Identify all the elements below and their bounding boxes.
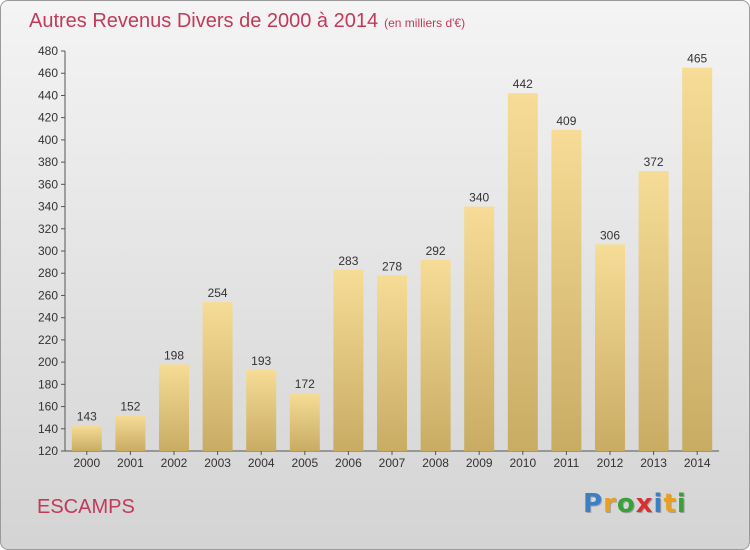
- x-tick-label: 2011: [553, 456, 579, 470]
- x-tick-label: 2006: [335, 456, 362, 470]
- x-tick-label: 2013: [640, 456, 667, 470]
- y-tick-label: 180: [38, 377, 58, 391]
- logo-letter: P: [583, 489, 604, 519]
- bar: [289, 393, 320, 451]
- logo-letter: i: [676, 489, 687, 519]
- bars: 143 152 198 254 193 172 283 278 292 340 442 409 306 3…: [71, 52, 713, 452]
- bar-value-label: 306: [600, 228, 620, 242]
- bar: [551, 129, 582, 451]
- bar: [115, 415, 146, 451]
- y-tick-label: 260: [38, 288, 58, 302]
- bar-value-label: 193: [251, 354, 271, 368]
- y-tick-label: 340: [38, 200, 58, 214]
- bar-value-label: 292: [426, 244, 446, 258]
- x-tick-label: 2000: [73, 456, 100, 470]
- proxiti-logo[interactable]: Proxiti: [583, 489, 687, 519]
- bar-value-label: 340: [469, 191, 489, 205]
- x-tick-label: 2010: [509, 456, 536, 470]
- bar: [507, 93, 538, 451]
- y-tick-label: 240: [38, 311, 58, 325]
- bar-value-label: 409: [556, 114, 576, 128]
- bar: [377, 275, 407, 451]
- bar-value-label: 198: [164, 348, 184, 362]
- bar-value-label: 152: [120, 399, 140, 413]
- y-tick-label: 360: [38, 177, 58, 191]
- bar: [71, 425, 102, 451]
- location-name: ESCAMPS: [37, 496, 135, 518]
- x-tick-label: 2008: [422, 456, 449, 470]
- bar-value-label: 143: [77, 409, 97, 423]
- y-tick-label: 120: [38, 444, 58, 458]
- x-tick-label: 2007: [379, 456, 406, 470]
- x-tick-label: 2003: [204, 456, 231, 470]
- x-tick-label: 2001: [117, 456, 144, 470]
- y-tick-label: 140: [38, 422, 58, 436]
- y-tick-label: 460: [38, 66, 58, 80]
- logo-letter: r: [603, 489, 617, 519]
- y-tick-label: 440: [38, 88, 58, 102]
- x-tick-label: 2014: [684, 456, 711, 470]
- title-unit: (en milliers d'€): [384, 16, 466, 30]
- bar-value-label: 254: [208, 286, 228, 300]
- y-tick-label: 320: [38, 222, 58, 236]
- x-tick-label: 2004: [248, 456, 275, 470]
- bar: [638, 171, 669, 451]
- bar: [595, 244, 625, 451]
- x-tick-label: 2002: [161, 456, 188, 470]
- x-tick-label: 2009: [466, 456, 493, 470]
- bar-value-label: 442: [513, 77, 533, 91]
- bar: [159, 364, 189, 451]
- y-tick-label: 400: [38, 133, 58, 147]
- logo-letter: t: [663, 489, 677, 519]
- y-tick-label: 480: [38, 44, 58, 58]
- logo-letter: x: [635, 489, 654, 519]
- logo-letter: o: [616, 489, 636, 519]
- y-tick-label: 280: [38, 266, 58, 280]
- bar-value-label: 283: [338, 254, 358, 268]
- logo-letter: i: [653, 489, 664, 519]
- y-tick-label: 420: [38, 111, 58, 125]
- bar: [202, 302, 233, 451]
- bar: [333, 269, 364, 451]
- y-tick-label: 220: [38, 333, 58, 347]
- x-tick-label: 2005: [291, 456, 318, 470]
- bar-value-label: 465: [687, 52, 707, 66]
- bar-value-label: 172: [295, 377, 315, 391]
- title-text: Autres Revenus Divers de 2000 à 2014: [29, 10, 379, 32]
- bar: [464, 206, 495, 451]
- y-tick-label: 380: [38, 155, 58, 169]
- bar-value-label: 278: [382, 259, 402, 273]
- y-tick-label: 200: [38, 355, 58, 369]
- bar-value-label: 372: [644, 155, 664, 169]
- y-tick-label: 160: [38, 400, 58, 414]
- bar: [682, 67, 713, 452]
- x-tick-label: 2012: [597, 456, 624, 470]
- chart-title: Autres Revenus Divers de 2000 à 2014 (en …: [29, 10, 465, 33]
- bar: [246, 369, 277, 451]
- y-tick-label: 300: [38, 244, 58, 258]
- bar: [420, 259, 451, 451]
